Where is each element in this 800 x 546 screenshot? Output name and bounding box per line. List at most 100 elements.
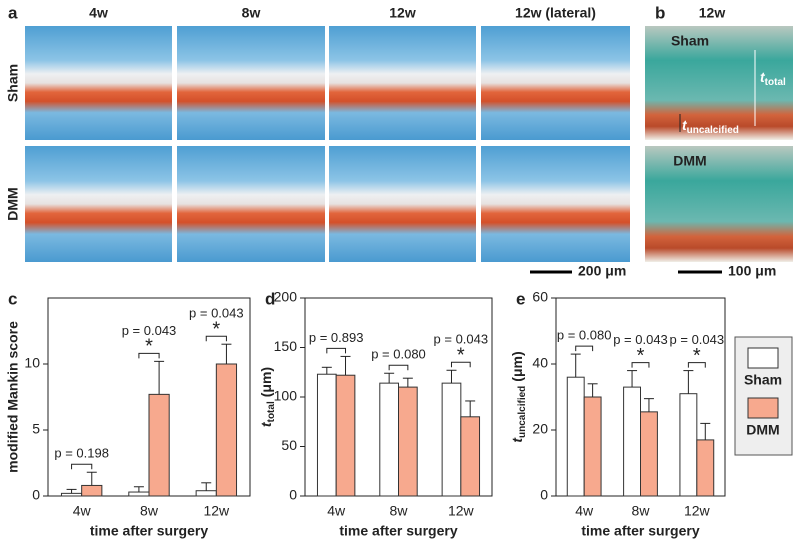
x-axis-label: time after surgery [339, 523, 457, 539]
x-tick-label: 4w [73, 503, 92, 519]
p-value: p = 0.080 [557, 328, 612, 343]
error-bar [201, 482, 212, 491]
histology-image [177, 26, 325, 140]
significance-bracket [388, 364, 409, 371]
histology-image [177, 146, 325, 262]
error-bar [587, 383, 598, 397]
subscript: uncalcified [687, 125, 739, 136]
y-axis-label: tuncalcified (μm) [509, 351, 528, 442]
y-axis-label: modified Mankin score [5, 321, 21, 473]
subscript: total [765, 77, 786, 88]
column-header: 12w [389, 5, 416, 21]
legend-label: Sham [744, 372, 782, 388]
significance-bracket [71, 463, 93, 470]
image-label: DMM [673, 153, 706, 169]
subscript: total [266, 401, 277, 422]
error-bar [66, 488, 77, 494]
significance-bracket [326, 347, 347, 354]
histology-image [329, 26, 476, 140]
bar [441, 382, 462, 497]
bar [566, 376, 585, 497]
bar [460, 416, 481, 497]
significance-star: * [637, 345, 645, 367]
significance-bracket [687, 362, 706, 368]
error-bar [683, 370, 694, 394]
p-value: p = 0.893 [309, 330, 364, 345]
column-header: 4w [89, 5, 108, 21]
p-value: p = 0.043 [613, 332, 668, 347]
bar [583, 396, 602, 497]
histology-image [645, 146, 793, 262]
error-bar [446, 369, 457, 384]
significance-bracket [631, 362, 650, 368]
column-header: 12w [699, 5, 726, 21]
scale-bar-label: 100 μm [728, 263, 776, 279]
error-bar [627, 370, 638, 388]
y-tick-label: 5 [32, 421, 40, 437]
significance-bracket [205, 335, 227, 342]
significance-bracket [138, 352, 160, 359]
significance-bracket [450, 361, 471, 368]
x-tick-label: 8w [390, 503, 409, 519]
p-value: p = 0.043 [670, 332, 725, 347]
y-tick-label: 0 [540, 487, 548, 503]
symbol: t [509, 437, 525, 443]
symbol: t [760, 69, 766, 85]
p-value: p = 0.043 [434, 332, 489, 347]
x-tick-label: 12w [684, 503, 711, 519]
annotation: tuncalcified [682, 117, 739, 136]
annotation: ttotal [760, 69, 786, 88]
bar [148, 393, 170, 497]
bar [398, 386, 418, 497]
histology-image [645, 26, 793, 140]
significance-bracket [575, 345, 594, 352]
error-bar [340, 355, 351, 376]
histology-image [481, 26, 630, 140]
row-label: Sham [5, 64, 21, 102]
p-value: p = 0.043 [122, 323, 177, 338]
histology-image [25, 146, 172, 262]
bar [215, 363, 238, 497]
y-tick-label: 40 [532, 355, 548, 371]
unit: (μm) [258, 367, 274, 397]
error-bar [465, 400, 476, 417]
row-label: DMM [5, 187, 21, 220]
column-header: 12w (lateral) [515, 5, 596, 21]
bar [81, 484, 103, 497]
y-tick-label: 150 [274, 338, 298, 354]
panel-label: a [8, 3, 18, 22]
bar [623, 386, 641, 497]
significance-star: * [693, 345, 701, 367]
error-bar [402, 377, 413, 388]
bar [679, 393, 698, 497]
x-tick-label: 4w [575, 503, 594, 519]
bar [335, 374, 356, 497]
error-bar [154, 360, 165, 395]
unit: (μm) [509, 351, 525, 381]
y-tick-label: 50 [281, 437, 297, 453]
p-value: p = 0.198 [54, 446, 109, 461]
symbol: t [682, 117, 688, 133]
bar [60, 492, 83, 497]
y-tick-label: 0 [289, 487, 297, 503]
bar [195, 490, 217, 497]
column-header: 8w [242, 5, 261, 21]
y-tick-label: 10 [24, 355, 40, 371]
bar [128, 491, 150, 497]
legend-label: DMM [746, 422, 779, 438]
histology-image [481, 146, 630, 262]
error-bar [133, 486, 144, 493]
histology-image [329, 146, 476, 262]
image-label: Sham [671, 33, 709, 49]
error-bar [643, 398, 654, 412]
y-tick-label: 200 [274, 289, 298, 305]
panel-label: d [265, 289, 275, 308]
p-value: p = 0.080 [371, 347, 426, 362]
significance-star: * [457, 345, 465, 367]
subscript: uncalcified [517, 386, 528, 438]
error-bar [321, 366, 332, 375]
panel-label: e [516, 289, 525, 308]
bar [379, 382, 399, 497]
x-tick-label: 8w [140, 503, 159, 519]
